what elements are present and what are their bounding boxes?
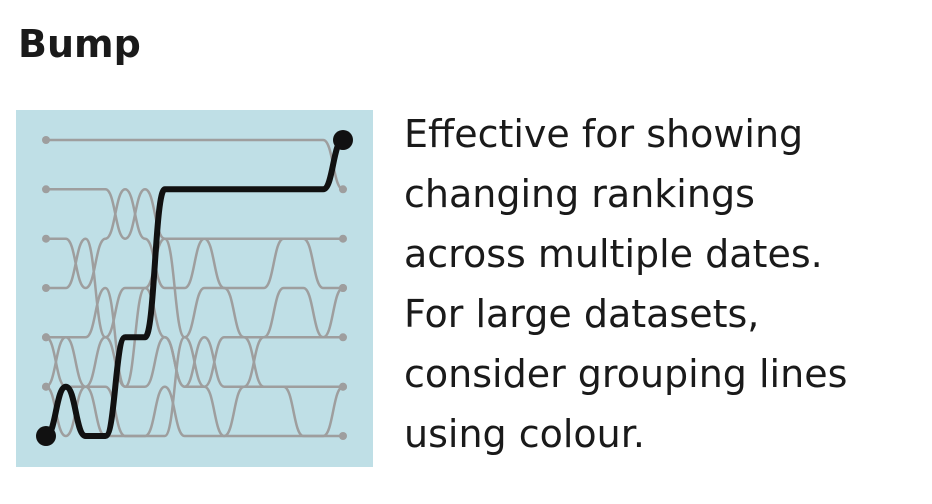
context-series [42,136,347,194]
series-endpoint [42,234,50,243]
series-endpoint [339,432,347,440]
highlight-endpoint [333,130,353,150]
series-endpoint [42,185,50,194]
description-line: across multiple dates. [404,232,823,276]
series-endpoint [339,284,347,292]
series-endpoint [339,185,347,194]
series-endpoint [42,382,50,391]
description-line: consider grouping lines [404,352,848,396]
context-series [42,286,347,391]
series-endpoint [339,382,347,391]
chart-description: Effective for showing changing rankings … [404,104,924,464]
bump-chart-svg [36,130,353,446]
series-line [44,286,345,388]
description-line: using colour. [404,412,645,456]
series-endpoint [339,234,347,243]
series-line [44,237,345,339]
context-series [42,333,347,438]
bump-chart [16,110,373,467]
series-line [44,336,345,438]
series-endpoint [42,136,50,144]
highlight-series [36,130,353,446]
series-line [44,286,345,388]
description-line: For large datasets, [404,292,760,336]
context-series [42,237,347,339]
series-line [44,138,345,191]
context-series [42,185,347,243]
series-endpoint [42,284,50,292]
context-series [42,382,347,440]
series-endpoint [42,333,50,342]
series-endpoint [339,333,347,342]
description-line: changing rankings [404,172,755,216]
highlight-endpoint [36,426,56,446]
series-line [44,188,345,240]
chart-title: Bump [18,22,141,66]
context-series [42,286,347,391]
series-line [44,188,345,290]
description-line: Effective for showing [404,112,804,156]
highlight-series-line [43,137,346,439]
series-line [44,385,345,438]
